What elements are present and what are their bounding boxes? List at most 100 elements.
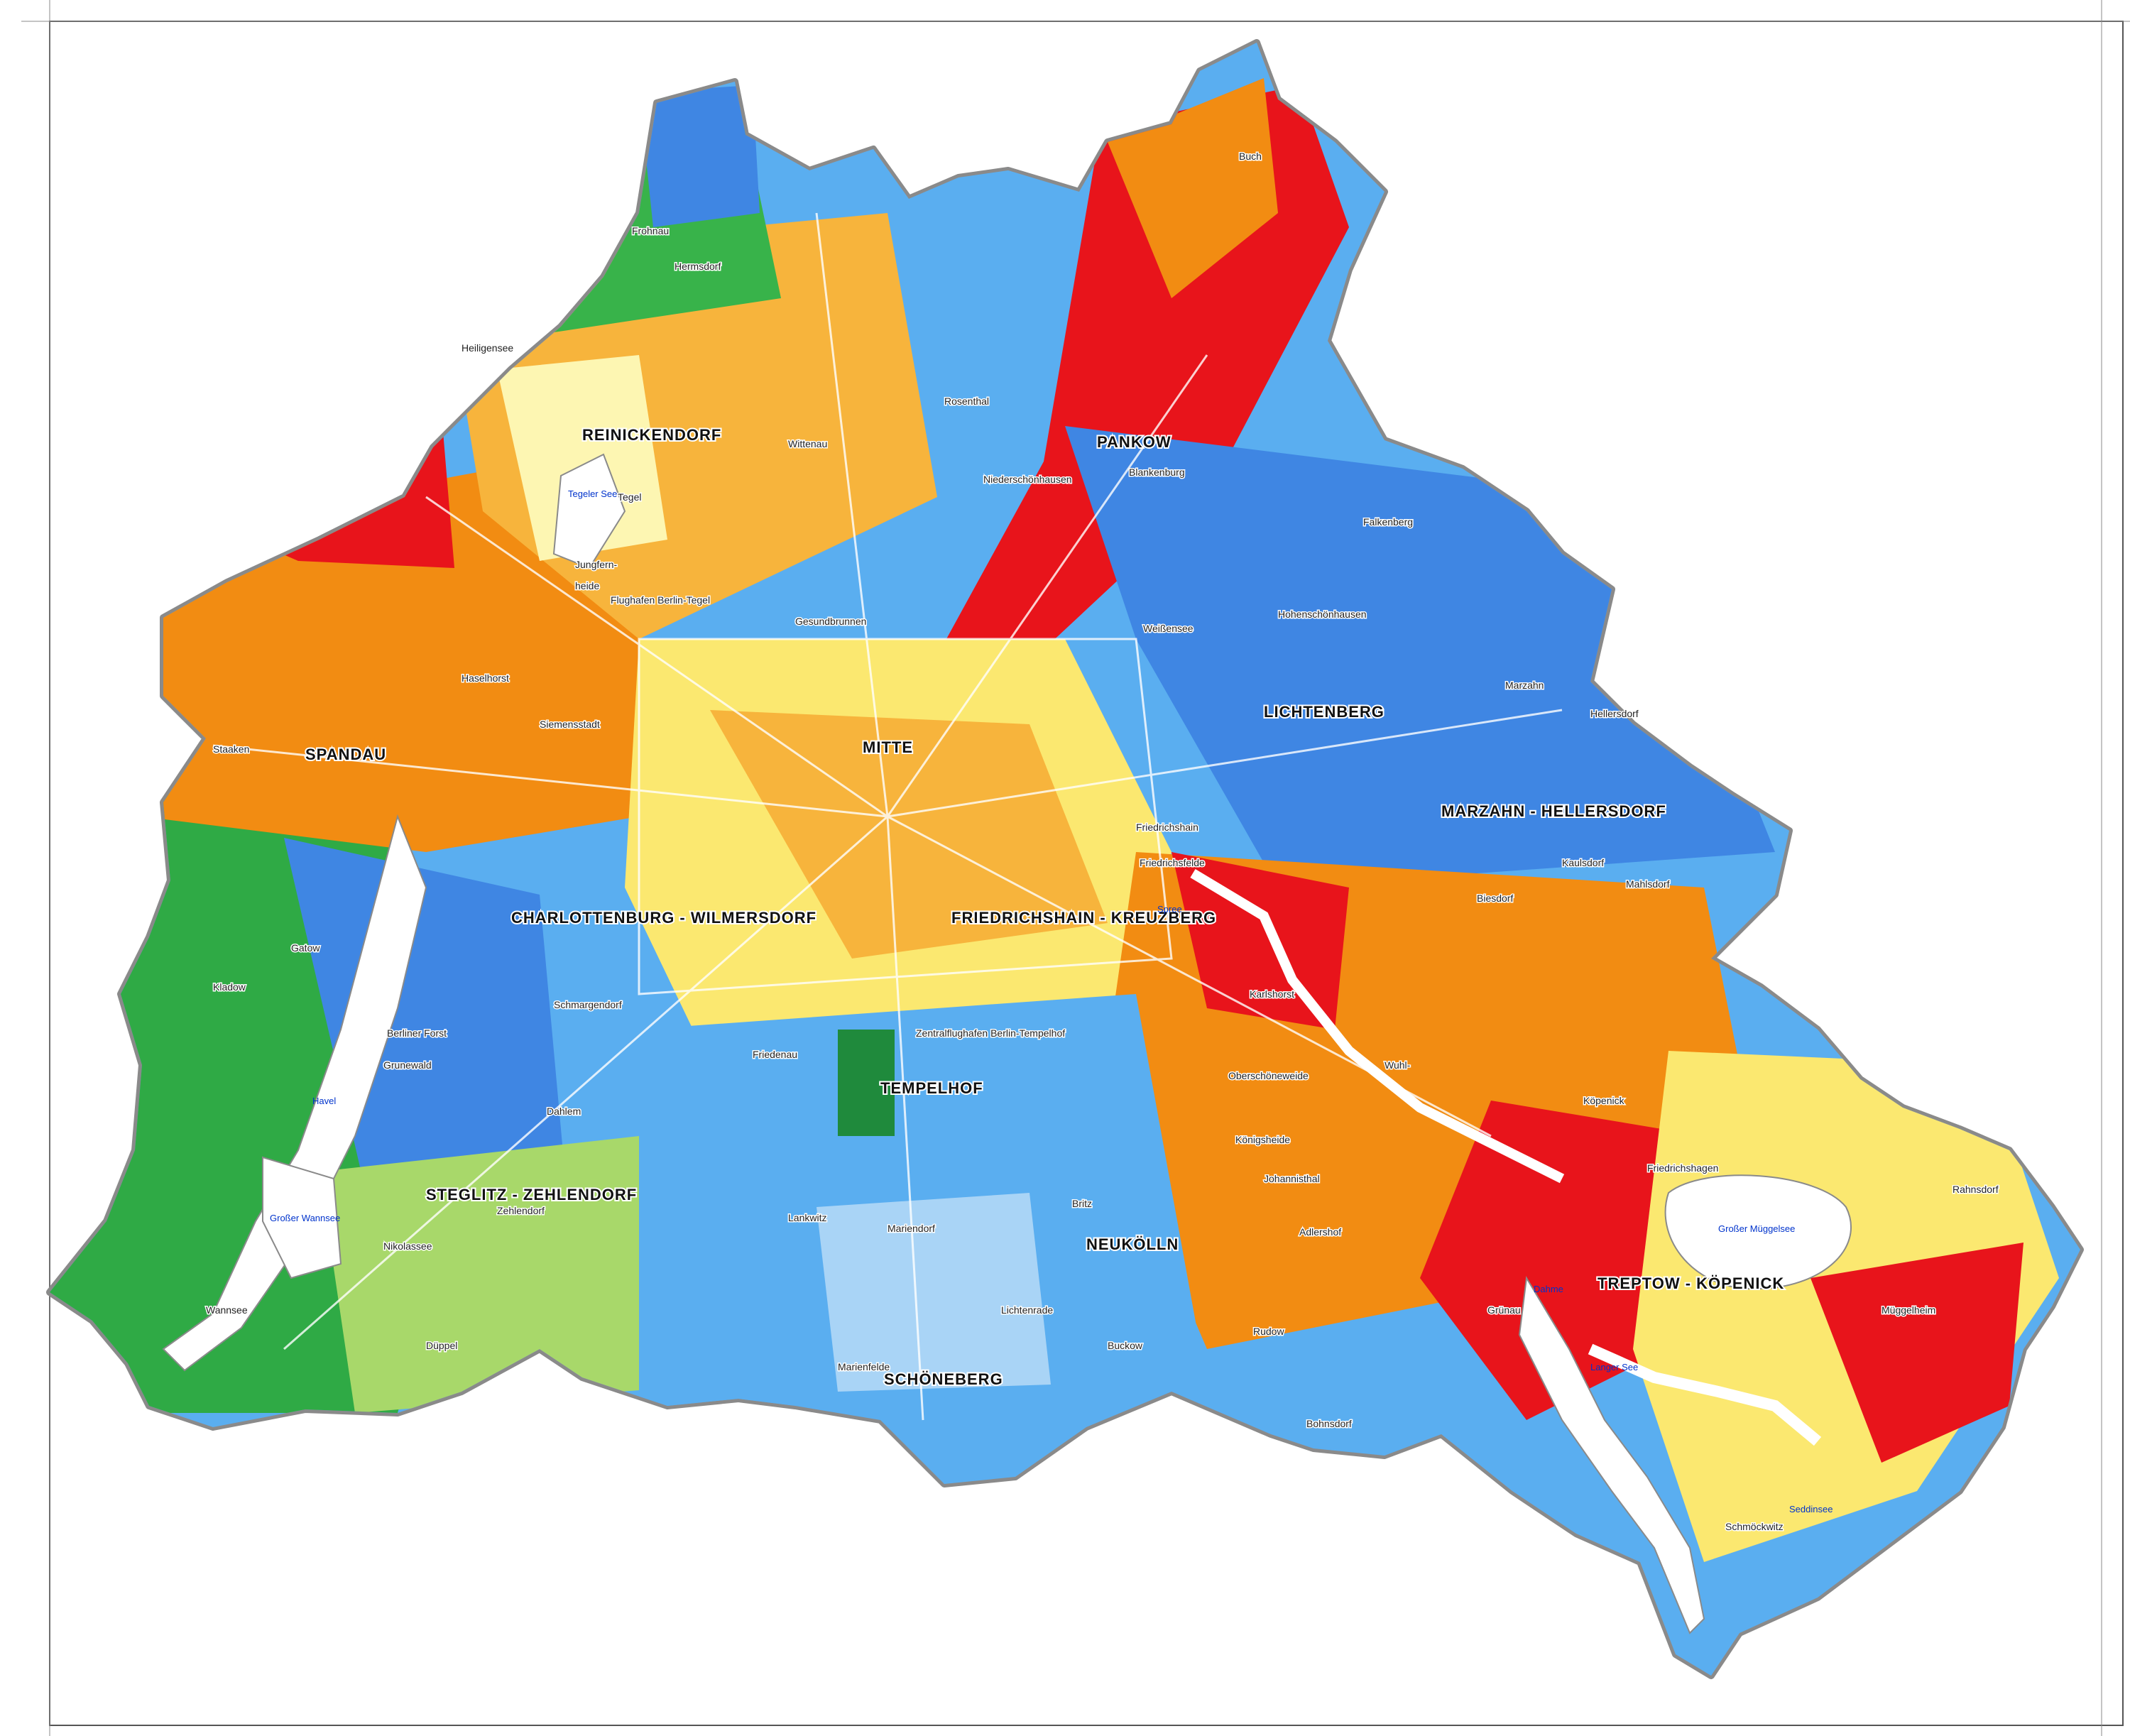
- havel-shape: [162, 814, 427, 1372]
- locality-staaken: Staaken: [213, 743, 249, 755]
- road-network: [212, 212, 1563, 1421]
- locality-gruenau: Grünau: [1487, 1304, 1521, 1316]
- zone-schoeneberg-paleblue: [816, 1193, 1051, 1392]
- locality-gatow: Gatow: [291, 942, 320, 954]
- locality-friedenau: Friedenau: [753, 1049, 797, 1060]
- district-tempelhof: TEMPELHOF: [880, 1079, 983, 1097]
- district-marzahn: MARZAHN - HELLERSDORF: [1441, 802, 1666, 820]
- district-lichtenberg: LICHTENBERG: [1264, 703, 1384, 721]
- locality-britz: Britz: [1072, 1198, 1092, 1209]
- locality-dahlem: Dahlem: [547, 1106, 581, 1117]
- locality-grunewald: Grunewald: [383, 1059, 432, 1071]
- locality-berliner-forst: Berliner Forst: [387, 1027, 447, 1039]
- locality-blankenburg: Blankenburg: [1129, 466, 1185, 478]
- zone-koepenick-red: [1420, 1101, 1704, 1420]
- district-treptow: TREPTOW - KÖPENICK: [1598, 1274, 1784, 1292]
- zone-mueggelheim-red: [1810, 1243, 2024, 1463]
- mueggelsee-shape: [1664, 1174, 1852, 1290]
- locality-rahnsdorf: Rahnsdorf: [1952, 1184, 1999, 1195]
- water-dahme: Dahme: [1534, 1284, 1563, 1294]
- locality-rosenthal: Rosenthal: [944, 395, 989, 407]
- district-charlottenburg: CHARLOTTENBURG - WILMERSDORF: [511, 909, 816, 927]
- locality-hermsdorf: Hermsdorf: [674, 261, 721, 272]
- wannsee-shape: [262, 1156, 342, 1279]
- locality-bohnsdorf: Bohnsdorf: [1306, 1418, 1352, 1429]
- tegeler-see-shape: [552, 453, 626, 569]
- zone-frohnau-blue: [639, 85, 760, 227]
- district-friedrichshain: FRIEDRICHSHAIN - KREUZBERG: [951, 909, 1216, 927]
- water-labels: Tegeler See Großer Wannsee Großer Müggel…: [270, 488, 1833, 1514]
- locality-johannisthal: Johannisthal: [1264, 1173, 1320, 1184]
- locality-friedrichsfelde: Friedrichsfelde: [1140, 857, 1205, 868]
- locality-kaulsdorf: Kaulsdorf: [1562, 857, 1604, 868]
- locality-hohenschoenhausen: Hohenschönhausen: [1278, 608, 1367, 620]
- locality-biesdorf: Biesdorf: [1477, 892, 1513, 904]
- locality-duppel: Düppel: [426, 1340, 457, 1351]
- locality-friedrichshagen: Friedrichshagen: [1647, 1162, 1718, 1174]
- water-grosser-mueggelsee: Großer Müggelsee: [1718, 1223, 1795, 1234]
- spree-shape: [1190, 868, 1565, 1184]
- locality-nikolassee: Nikolassee: [383, 1240, 432, 1252]
- locality-rudow: Rudow: [1253, 1326, 1284, 1337]
- water-langer-see: Langer See: [1590, 1362, 1638, 1372]
- locality-schmargendorf: Schmargendorf: [554, 999, 622, 1010]
- district-reinickendorf: REINICKENDORF: [582, 426, 721, 444]
- locality-jungfernheide: Jungfern-: [575, 559, 617, 570]
- district-neukoelln: NEUKÖLLN: [1086, 1235, 1179, 1253]
- zone-karlshorst-red: [1172, 852, 1349, 1030]
- locality-heide: heide: [575, 580, 599, 591]
- district-steglitz: STEGLITZ - ZEHLENDORF: [426, 1186, 637, 1203]
- zone-tempelhof-green: [838, 1030, 895, 1136]
- locality-kladow: Kladow: [213, 981, 246, 993]
- locality-gesundbrunnen: Gesundbrunnen: [795, 616, 866, 627]
- locality-schmoeckwitz: Schmöckwitz: [1725, 1521, 1784, 1532]
- locality-frohnau: Frohnau: [632, 225, 669, 236]
- locality-karlshorst: Karlshorst: [1250, 988, 1294, 1000]
- water-tegeler-see: Tegeler See: [568, 488, 617, 499]
- locality-koenigsheide: Königsheide: [1235, 1134, 1290, 1145]
- locality-mariendorf: Mariendorf: [888, 1223, 935, 1234]
- langer-see-shape: [1588, 1343, 1822, 1446]
- locality-weissensee: Weißensee: [1143, 623, 1194, 634]
- district-spandau: SPANDAU: [305, 746, 386, 763]
- water-spree: Spree: [1157, 904, 1182, 915]
- district-pankow: PANKOW: [1097, 433, 1172, 451]
- district-schoeneberg: SCHÖNEBERG: [884, 1370, 1003, 1388]
- water-grosser-wannsee: Großer Wannsee: [270, 1213, 340, 1223]
- water-seddinsee: Seddinsee: [1789, 1504, 1833, 1514]
- locality-wuhlheide: Wuhl-: [1384, 1059, 1411, 1071]
- district-labels: REINICKENDORF PANKOW SPANDAU MITTE LICHT…: [304, 425, 1785, 1390]
- zone-zehlendorf: [320, 1136, 710, 1413]
- locality-mueggelheim: Müggelheim: [1882, 1304, 1935, 1316]
- locality-koepenick: Köpenick: [1583, 1095, 1625, 1106]
- locality-oberschoeneweide: Oberschöneweide: [1228, 1070, 1309, 1081]
- district-mitte: MITTE: [863, 738, 913, 756]
- zone-mitte-orange: [710, 710, 1108, 959]
- water-layer: [162, 453, 1852, 1634]
- zone-buch-orange: [1108, 78, 1278, 298]
- locality-lankwitz: Lankwitz: [788, 1212, 826, 1223]
- locality-flughafen-tegel: Flughafen Berlin-Tegel: [611, 594, 710, 606]
- locality-marzahn: Marzahn: [1505, 679, 1544, 691]
- locality-wannsee: Wannsee: [206, 1304, 248, 1316]
- locality-hellersdorf: Hellersdorf: [1590, 708, 1639, 719]
- locality-wittenau: Wittenau: [788, 438, 827, 449]
- water-havel: Havel: [312, 1096, 336, 1106]
- locality-buch: Buch: [1239, 151, 1262, 162]
- locality-niederschoenhausen: Niederschönhausen: [983, 474, 1072, 485]
- locality-mahlsdorf: Mahlsdorf: [1626, 878, 1670, 890]
- map-frame: [21, 0, 2130, 1736]
- locality-marienfelde: Marienfelde: [838, 1361, 890, 1372]
- locality-tegel: Tegel: [618, 491, 641, 503]
- locality-zehlendorf: Zehlendorf: [497, 1205, 545, 1216]
- locality-heiligensee: Heiligensee: [462, 342, 513, 354]
- locality-friedrichshain: Friedrichshain: [1136, 821, 1198, 833]
- locality-lichtenrade: Lichtenrade: [1001, 1304, 1053, 1316]
- locality-buckow: Buckow: [1108, 1340, 1143, 1351]
- dahme-shape: [1518, 1276, 1705, 1634]
- locality-falkenberg: Falkenberg: [1363, 516, 1413, 528]
- locality-haselhorst: Haselhorst: [462, 672, 509, 684]
- locality-siemensstadt: Siemensstadt: [540, 719, 600, 730]
